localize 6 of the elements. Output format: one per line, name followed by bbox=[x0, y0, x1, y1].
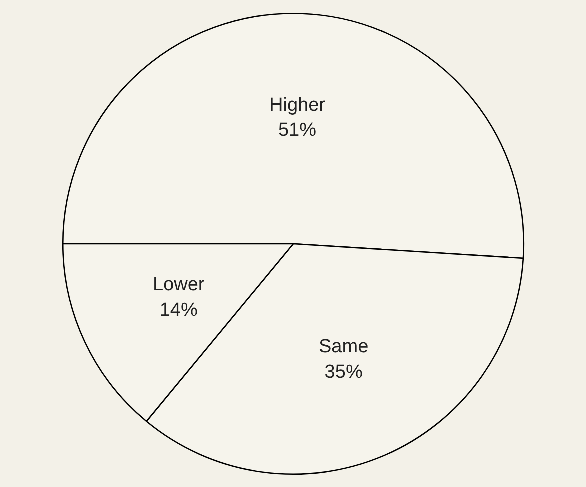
data-label: 14% bbox=[160, 300, 198, 321]
slice-label: Lower bbox=[152, 274, 206, 296]
data-label: 51% bbox=[278, 120, 317, 142]
slice-label: Higher bbox=[269, 94, 326, 116]
data-label: 35% bbox=[324, 362, 363, 383]
slice-label: Same bbox=[319, 336, 369, 358]
